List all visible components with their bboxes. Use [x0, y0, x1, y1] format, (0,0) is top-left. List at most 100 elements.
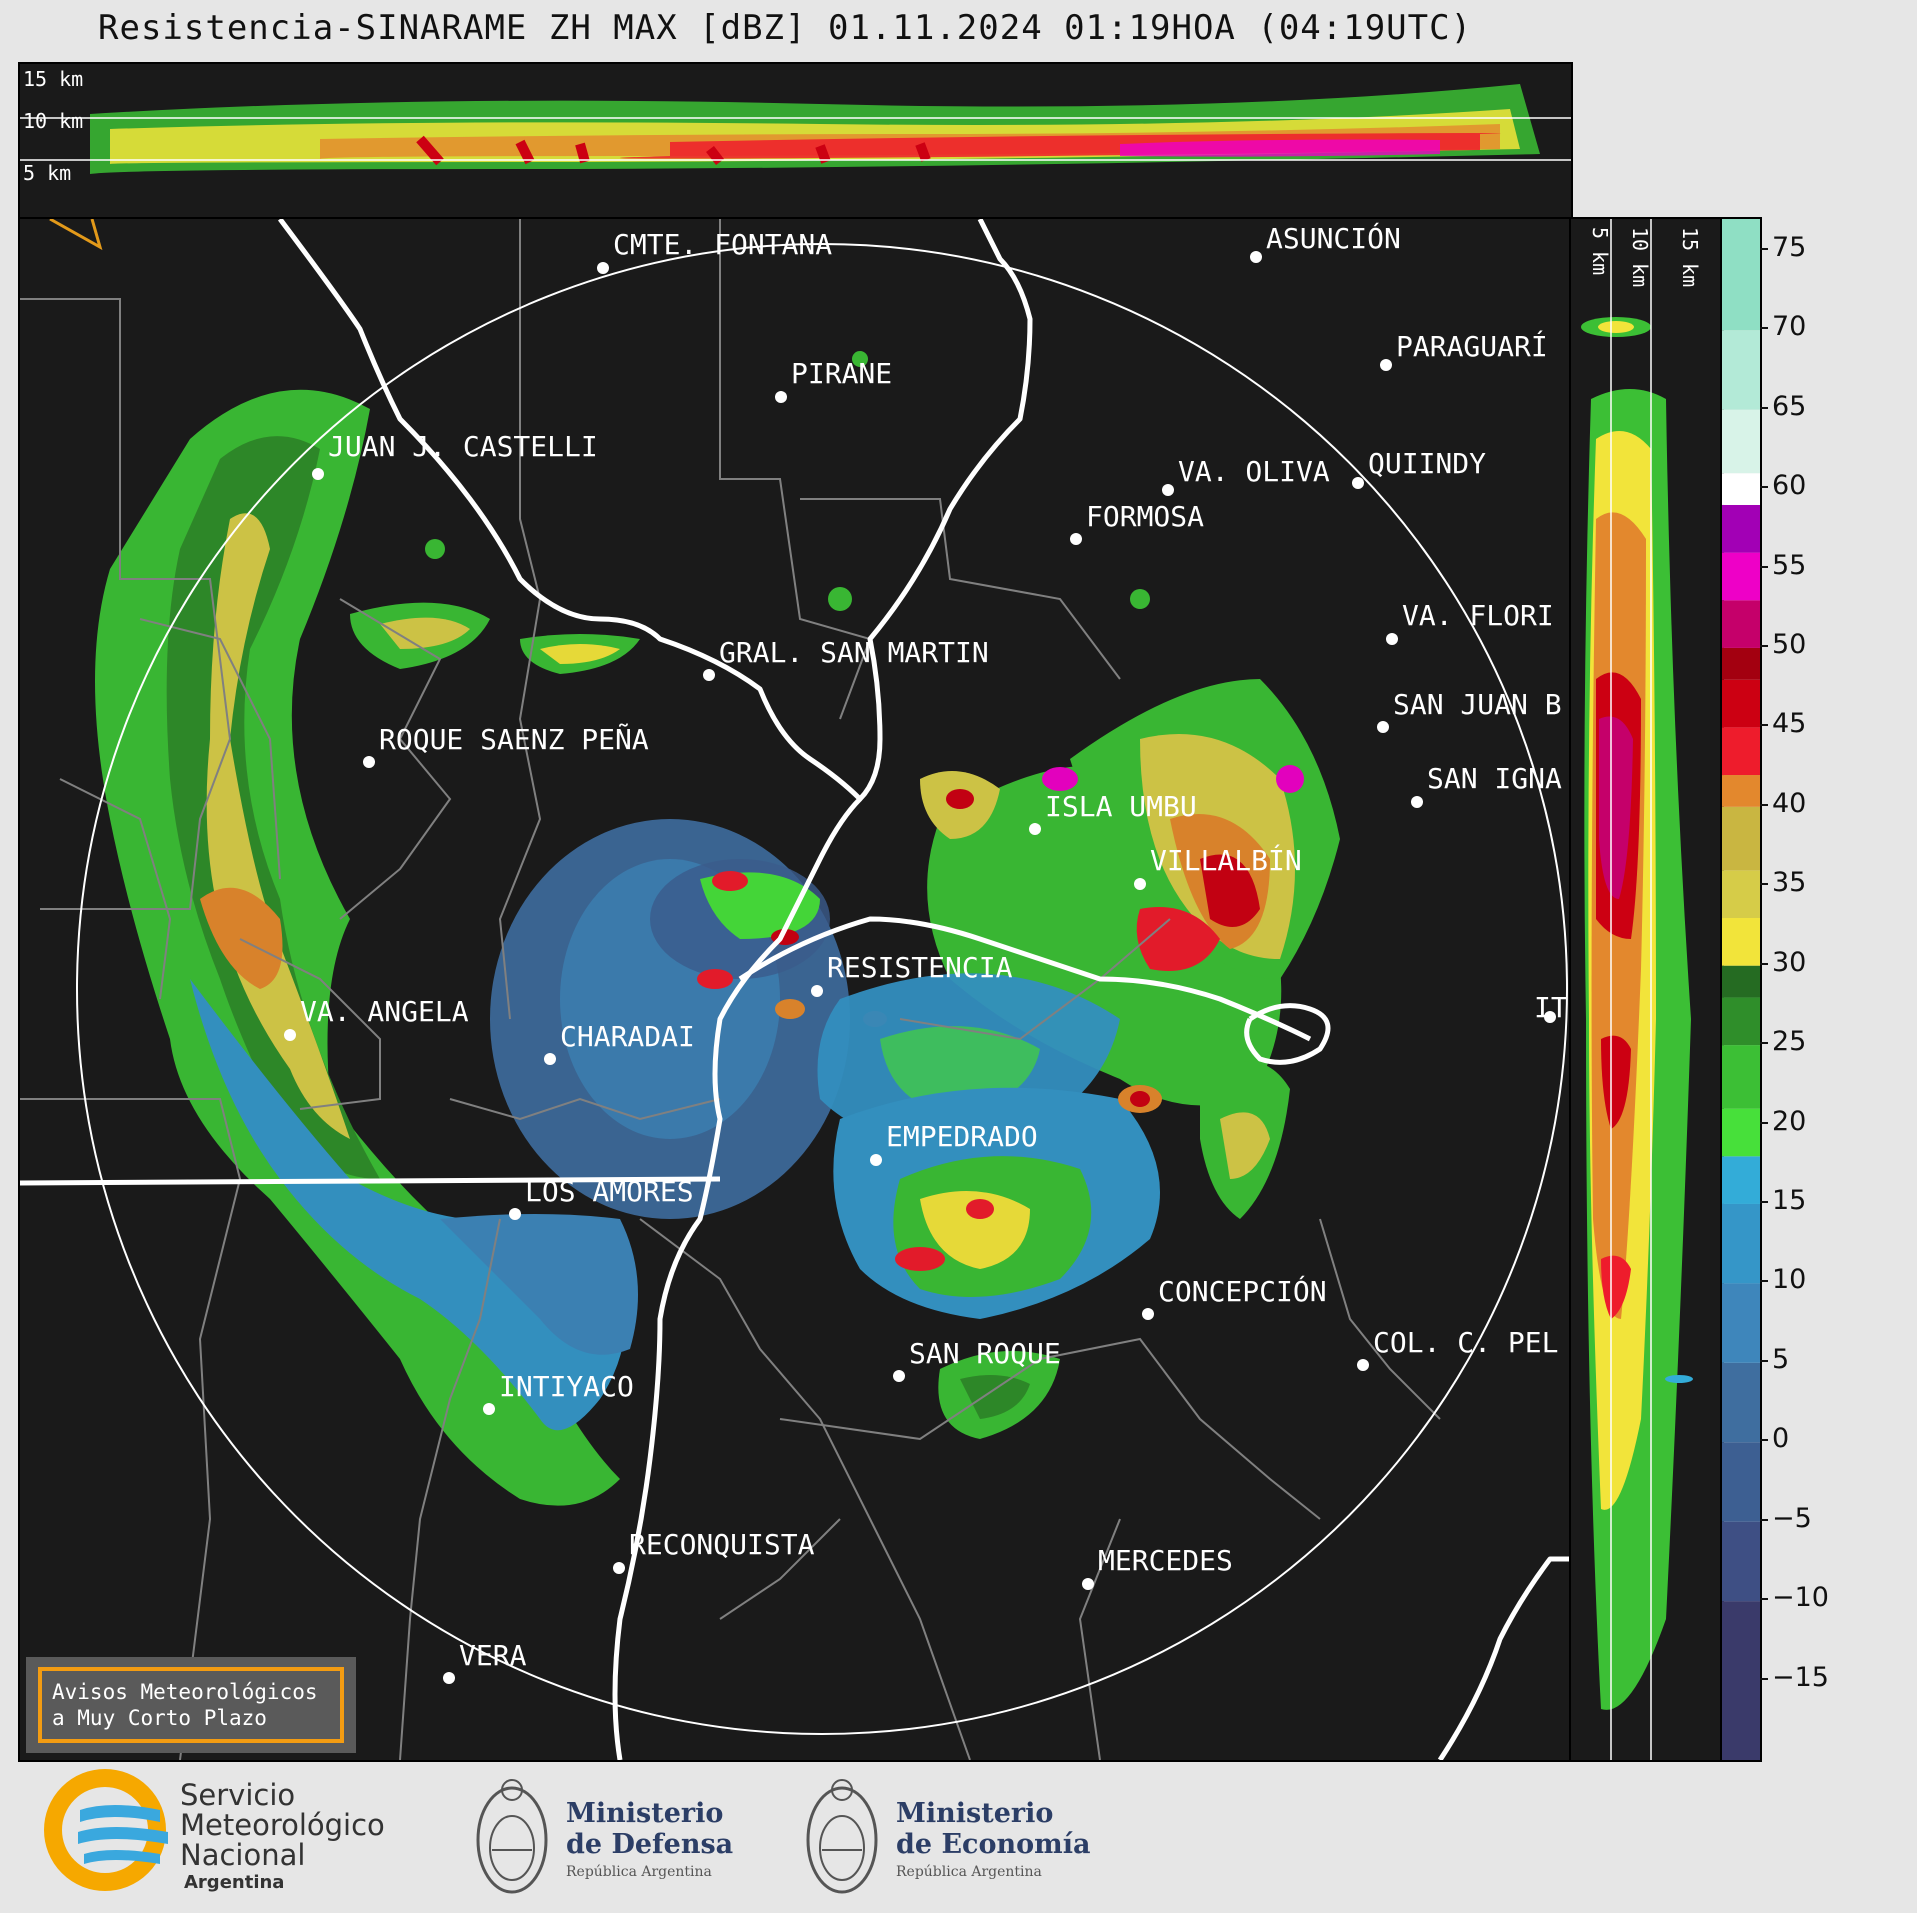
colorbar-tick-label: 75 [1772, 231, 1807, 263]
colorbar-tick-mark [1760, 486, 1768, 489]
city-dot [811, 985, 823, 997]
colorbar-segment [1722, 679, 1760, 728]
city-dot [1070, 533, 1082, 545]
city-dot [483, 1403, 495, 1415]
city-label: VA. OLIVA [1178, 455, 1330, 488]
city-label: PIRANE [791, 357, 892, 390]
colorbar-tick-mark [1760, 1598, 1768, 1601]
city-dot [1386, 633, 1398, 645]
colorbar-tick-mark [1760, 565, 1768, 568]
colorbar-segment [1722, 219, 1760, 331]
colorbar-segment [1722, 1283, 1760, 1363]
city-label: IT [1534, 991, 1568, 1024]
city-dot [775, 391, 787, 403]
colorbar-tick-mark [1760, 247, 1768, 250]
city-dot [1250, 251, 1262, 263]
colorbar [1720, 217, 1762, 1762]
smn-logo: Servicio Meteorológico Nacional Argentin… [44, 1769, 385, 1893]
colorbar-segment [1722, 1601, 1760, 1760]
colorbar-segment [1722, 473, 1760, 505]
colorbar-tick-label: 15 [1772, 1184, 1807, 1216]
colorbar-segment [1722, 1156, 1760, 1204]
colorbar-tick-mark [1760, 1518, 1768, 1521]
colorbar-segment [1722, 1521, 1760, 1602]
city-dot [1134, 878, 1146, 890]
city-dot [597, 262, 609, 274]
colorbar-tick-mark [1760, 724, 1768, 727]
city-dot [1142, 1308, 1154, 1320]
city-label: LOS AMORES [525, 1175, 694, 1208]
radar-map: CMTE. FONTANA ASUNCIÓN PARAGUARÍ PIRANE … [20, 219, 1571, 1760]
colorbar-tick-label: 25 [1772, 1026, 1807, 1058]
colorbar-tick-mark [1760, 962, 1768, 965]
city-dot [893, 1370, 905, 1382]
height-label-5km: 5 km [1588, 227, 1612, 275]
colorbar-tick-mark [1760, 1200, 1768, 1203]
smn-line3: Nacional [180, 1838, 305, 1872]
colorbar-segment [1722, 1203, 1760, 1284]
city-label: CMTE. FONTANA [613, 228, 832, 261]
city-markers: CMTE. FONTANA ASUNCIÓN PARAGUARÍ PIRANE … [284, 221, 1568, 1684]
colorbar-tick-label: 30 [1772, 946, 1807, 978]
city-label: FORMOSA [1086, 500, 1204, 533]
city-dot [1082, 1578, 1094, 1590]
city-dot [363, 756, 375, 768]
logos-svg: Servicio Meteorológico Nacional Argentin… [44, 1769, 1090, 1894]
side-cross-section-panel: 5 km 10 km 15 km [1569, 217, 1724, 1762]
city-dot [443, 1672, 455, 1684]
radar-echoes [95, 351, 1340, 1506]
colorbar-segment [1722, 409, 1760, 474]
colorbar-tick-label: 50 [1772, 628, 1807, 660]
avisos-box: Avisos Meteorológicos a Muy Corto Plazo [26, 1657, 356, 1753]
city-label: VA. ANGELA [300, 995, 469, 1028]
city-label: COL. C. PEL [1373, 1326, 1558, 1359]
colorbar-tick-label: 60 [1772, 470, 1807, 502]
height-label-10km: 10 km [23, 109, 83, 133]
colorbar-tick-label: 40 [1772, 787, 1807, 819]
colorbar-segment [1722, 806, 1760, 871]
city-dot [1411, 796, 1423, 808]
city-label: JUAN J. CASTELLI [328, 430, 598, 463]
colorbar-segment [1722, 965, 1760, 998]
city-dot [1029, 823, 1041, 835]
city-label: RECONQUISTA [629, 1528, 815, 1561]
defensa-line1: Ministerio [566, 1798, 723, 1829]
city-dot [613, 1562, 625, 1574]
city-label: GRAL. SAN MARTIN [719, 636, 989, 669]
colorbar-segment [1722, 775, 1760, 807]
colorbar-tick-mark [1760, 803, 1768, 806]
city-label: SAN IGNA [1427, 762, 1562, 795]
colorbar-segment [1722, 1108, 1760, 1157]
city-dot [870, 1154, 882, 1166]
economia-line3: República Argentina [896, 1864, 1042, 1880]
city-label: VA. FLORI [1402, 599, 1554, 632]
city-label: VERA [459, 1639, 527, 1672]
height-label-5km: 5 km [23, 161, 71, 185]
colorbar-tick-mark [1760, 406, 1768, 409]
city-label: MERCEDES [1098, 1544, 1233, 1577]
city-label: ISLA UMBU [1045, 790, 1197, 823]
colorbar-tick-label: 10 [1772, 1264, 1807, 1296]
colorbar-tick-label: −15 [1772, 1661, 1829, 1693]
colorbar-tick-label: 70 [1772, 311, 1807, 343]
city-dot [1380, 359, 1392, 371]
admin-borders [20, 219, 1441, 1760]
colorbar-tick-mark [1760, 644, 1768, 647]
map-title: Resistencia-SINARAME ZH MAX [dBZ] 01.11.… [98, 8, 1473, 48]
height-label-10km: 10 km [1628, 227, 1652, 287]
city-label: PARAGUARÍ [1396, 329, 1548, 363]
colorbar-tick-label: 5 [1772, 1343, 1790, 1375]
colorbar-gradient [1722, 219, 1760, 1760]
colorbar-segment [1722, 870, 1760, 919]
colorbar-segment [1722, 600, 1760, 648]
top-cross-section-plot: 15 km 10 km 5 km [20, 67, 1571, 185]
smn-line2: Meteorológico [180, 1808, 385, 1842]
height-label-15km: 15 km [23, 67, 83, 91]
colorbar-tick-mark [1760, 327, 1768, 330]
colorbar-tick-mark [1760, 1359, 1768, 1362]
city-dot [703, 669, 715, 681]
city-dot [509, 1208, 521, 1220]
city-label: ROQUE SAENZ PEÑA [379, 722, 649, 756]
defensa-logo: Ministerio de Defensa República Argentin… [476, 1779, 733, 1894]
city-dot [284, 1029, 296, 1041]
